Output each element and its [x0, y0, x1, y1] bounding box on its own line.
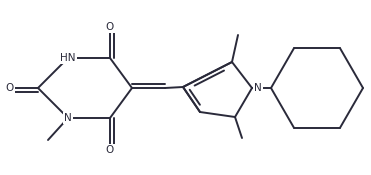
Text: O: O [106, 145, 114, 155]
Text: HN: HN [60, 53, 76, 63]
Text: N: N [64, 113, 72, 123]
Text: O: O [106, 22, 114, 32]
Text: O: O [6, 83, 14, 93]
Text: N: N [254, 83, 262, 93]
